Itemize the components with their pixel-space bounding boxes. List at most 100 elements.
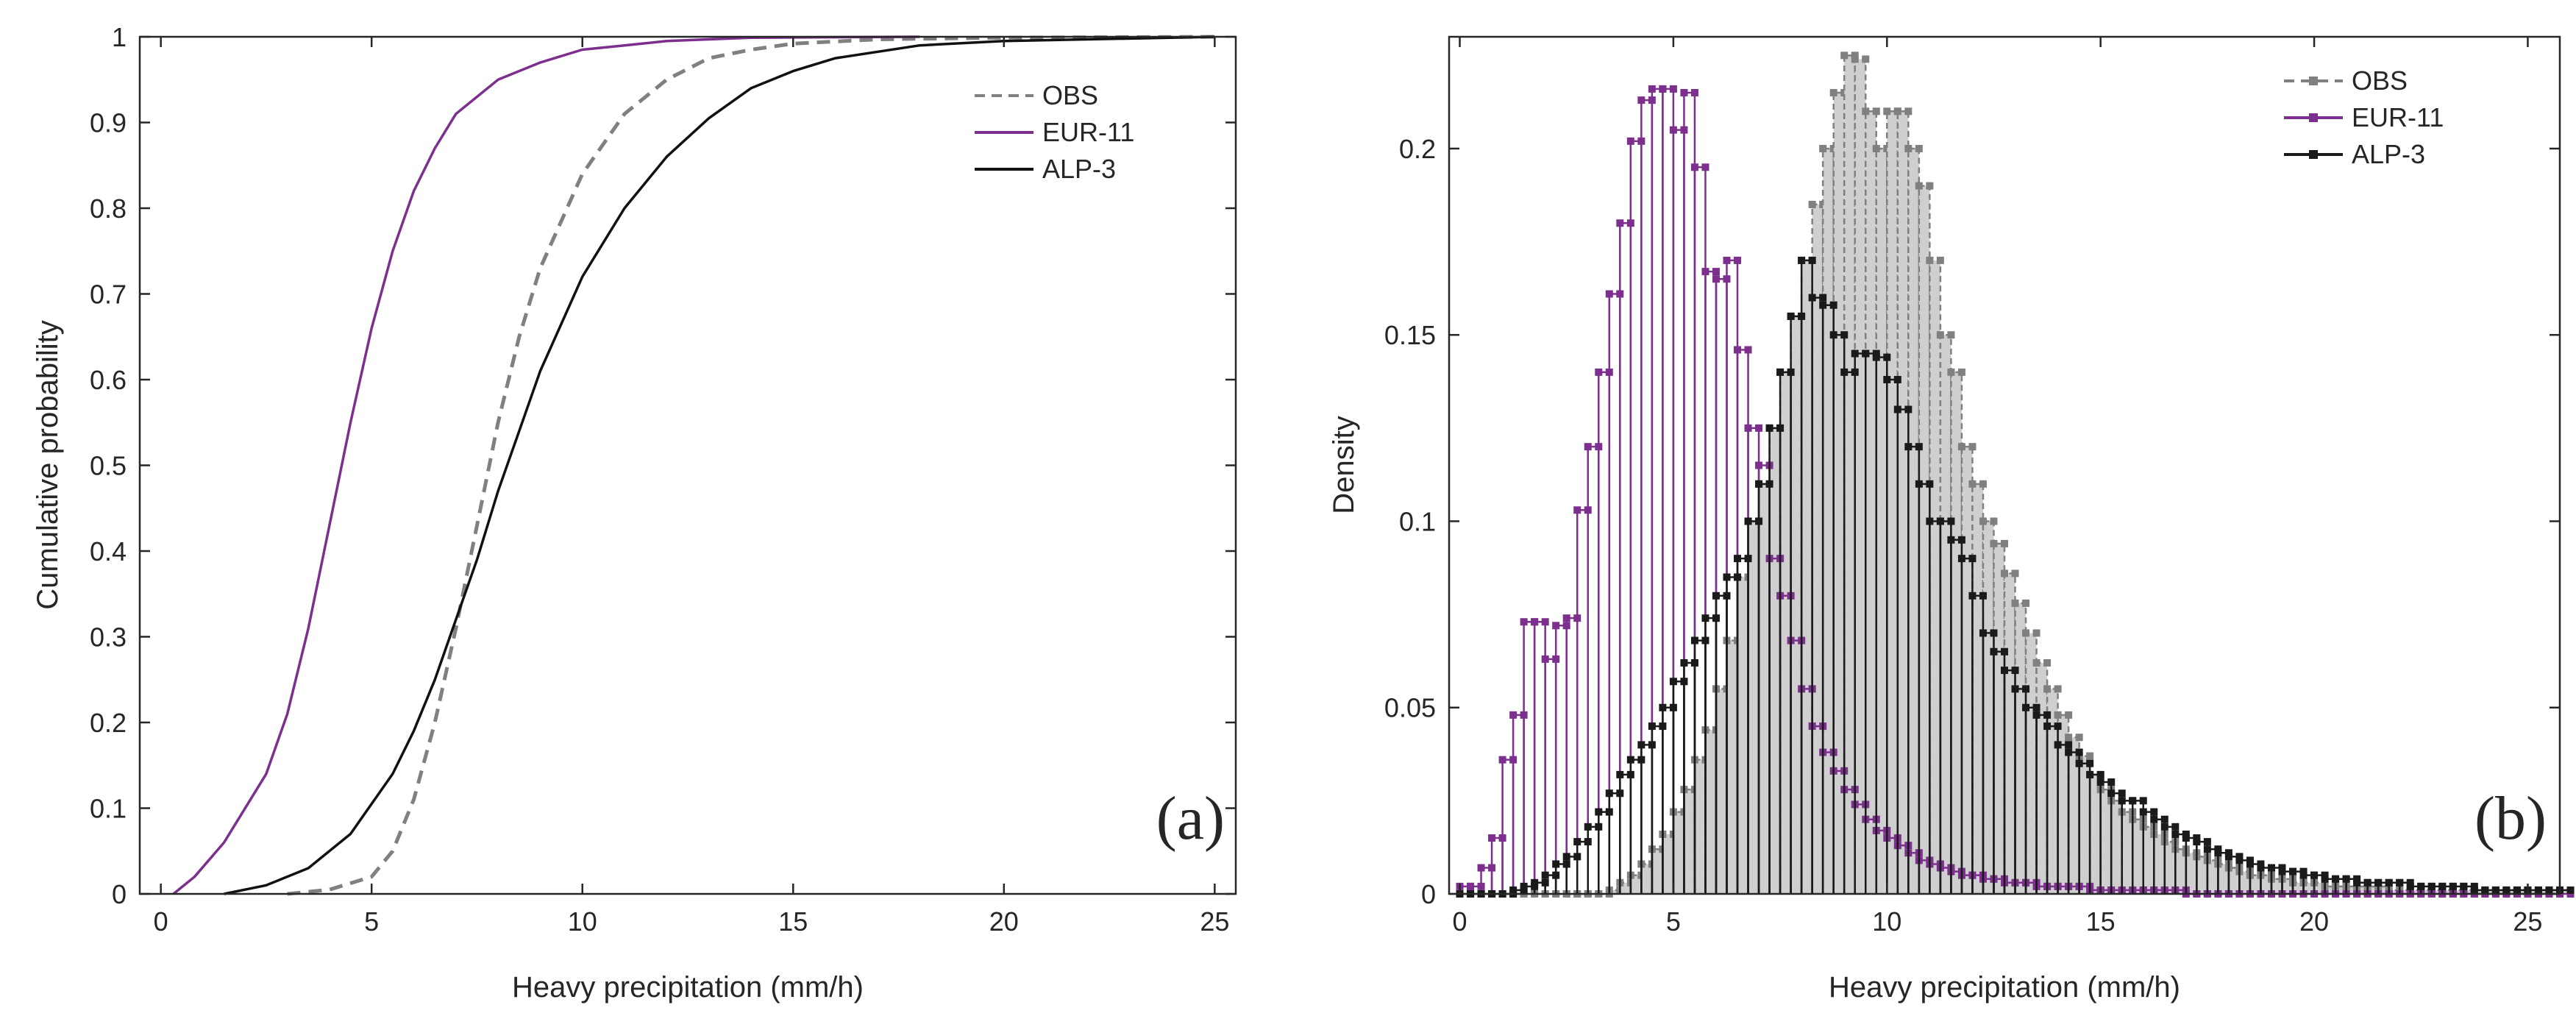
density-marker: [1595, 808, 1603, 816]
density-bar: [2047, 689, 2058, 894]
density-bar: [2036, 662, 2048, 894]
density-marker: [1765, 424, 1773, 432]
density-marker: [2321, 875, 2329, 883]
panel-b-axes-box: [1448, 35, 2561, 895]
density-bar: [2421, 889, 2432, 894]
density-bar: [2367, 886, 2379, 894]
x-tick-label: 10: [1872, 906, 1901, 937]
density-bar: [2121, 811, 2133, 894]
density-marker: [1883, 107, 1891, 116]
density-marker: [2118, 789, 2126, 798]
density-marker: [2224, 849, 2232, 857]
legend-label: OBS: [1042, 80, 1098, 110]
density-bar: [2485, 889, 2496, 894]
density-marker: [2043, 685, 2052, 693]
density-marker: [1648, 722, 1656, 731]
density-marker: [1957, 555, 1965, 563]
density-marker: [1968, 480, 1977, 488]
density-marker: [2353, 878, 2361, 887]
density-bar: [2431, 889, 2443, 894]
density-marker: [1990, 539, 1998, 547]
density-marker: [2054, 711, 2062, 719]
density-bin: [1832, 91, 1846, 894]
panel-a-y-axis: 0 0.1 0.2 0.3 0.4 0.5 0.6 0.7 0.8 0.9 1: [90, 22, 1236, 909]
density-bar: [1854, 59, 1866, 894]
series-line-obs: [287, 35, 1215, 896]
density-marker: [2566, 886, 2575, 894]
density-marker: [2032, 711, 2040, 719]
density-marker: [2032, 629, 2040, 637]
density-bar: [2218, 864, 2229, 894]
density-marker: [1819, 294, 1827, 302]
density-marker: [1755, 461, 1763, 469]
y-tick-label: 0: [112, 879, 127, 909]
legend-marker: [2309, 77, 2318, 85]
density-marker: [1862, 55, 1870, 63]
density-bar: [1940, 335, 1951, 894]
density-marker: [1541, 655, 1549, 663]
density-marker: [1690, 636, 1698, 644]
density-bar: [1726, 640, 1738, 894]
y-tick-label: 0.15: [1384, 320, 1436, 350]
density-marker: [1947, 331, 1955, 339]
density-marker: [2139, 797, 2147, 805]
density-bin: [2110, 800, 2123, 894]
density-marker: [2032, 703, 2040, 711]
density-bar: [2560, 889, 2571, 894]
density-bar: [2399, 889, 2410, 894]
density-marker: [1904, 405, 1913, 413]
panel-b-x-axis: 0 5 10 15 20 25: [1453, 37, 2542, 937]
density-marker: [1626, 137, 1634, 145]
density-marker: [1840, 368, 1849, 376]
panel-a-legend: OBS EUR-11 ALP-3: [975, 80, 1134, 184]
density-bar: [2026, 633, 2037, 894]
density-marker: [1947, 368, 1955, 376]
density-marker: [2054, 741, 2062, 749]
density-marker: [1808, 294, 1816, 302]
density-bar: [1865, 111, 1876, 895]
density-bar: [2324, 886, 2336, 894]
density-marker: [1595, 368, 1603, 376]
density-marker: [2193, 834, 2201, 842]
legend-label: ALP-3: [2352, 139, 2425, 169]
density-marker: [1562, 614, 1570, 622]
density-bar: [2154, 834, 2165, 894]
density-marker: [2203, 845, 2211, 853]
density-marker: [1755, 480, 1763, 488]
density-bar: [2346, 886, 2358, 894]
density-marker: [1648, 85, 1656, 93]
density-marker: [2278, 864, 2286, 872]
density-bar: [2207, 860, 2219, 894]
y-tick-label: 0.7: [90, 280, 127, 310]
density-bar: [2100, 789, 2112, 894]
density-bar: [2495, 889, 2507, 894]
density-bar: [1897, 111, 1909, 895]
density-marker: [1979, 629, 1987, 637]
density-marker: [2032, 658, 2040, 667]
density-bar: [2506, 889, 2517, 894]
x-tick-label: 25: [2513, 906, 2542, 937]
density-bar: [2132, 819, 2143, 894]
density-marker: [1990, 517, 1998, 525]
density-marker: [2502, 886, 2511, 894]
density-marker: [2182, 834, 2190, 842]
density-bar: [2090, 774, 2101, 894]
density-marker: [1659, 85, 1667, 93]
density-marker: [1573, 506, 1581, 514]
density-marker: [1723, 256, 1731, 264]
density-marker: [2246, 860, 2254, 868]
density-marker: [2011, 599, 2019, 607]
density-marker: [1926, 182, 1934, 190]
density-bar: [1908, 148, 1919, 894]
density-bar: [1887, 111, 1898, 895]
legend-label: EUR-11: [1042, 117, 1134, 147]
x-tick-label: 5: [1666, 906, 1681, 937]
density-marker: [2118, 797, 2126, 805]
density-bar: [2111, 800, 2122, 894]
density-marker: [2235, 853, 2244, 861]
density-marker: [1488, 834, 1496, 842]
density-marker: [1979, 592, 1987, 600]
density-marker: [2545, 886, 2553, 894]
density-marker: [1893, 107, 1901, 116]
density-marker: [2363, 878, 2372, 887]
